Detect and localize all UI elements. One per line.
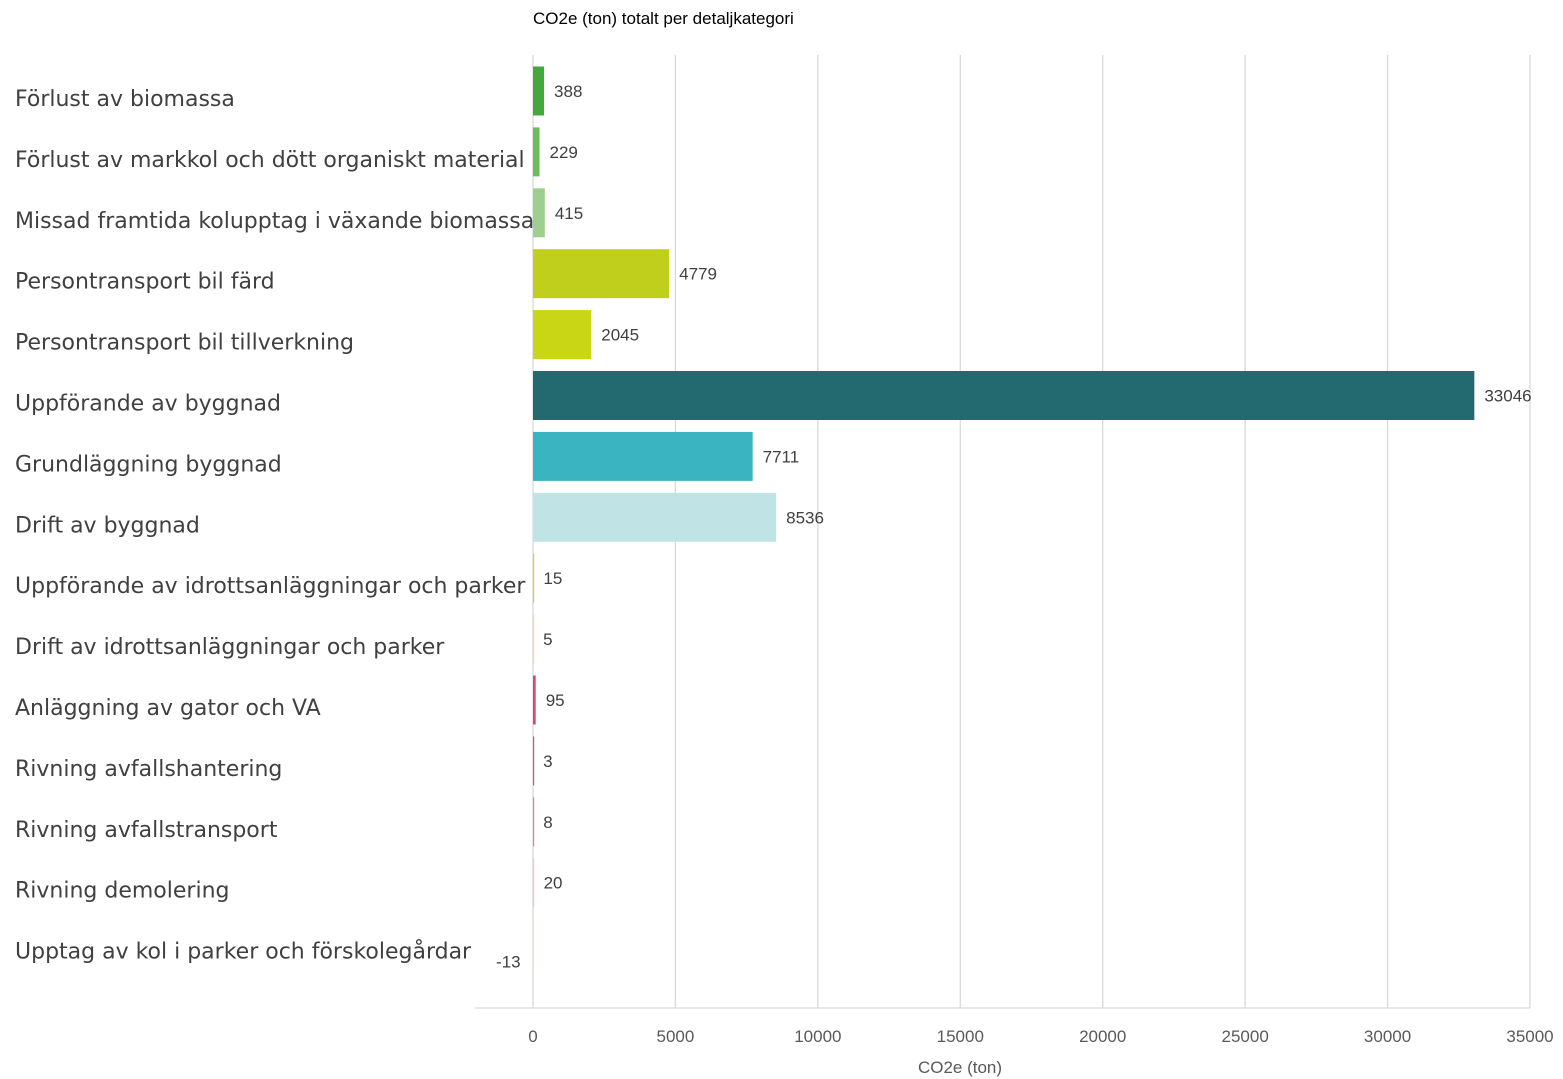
- category-label: Grundläggning byggnad: [15, 452, 282, 477]
- data-label: 8536: [786, 508, 824, 527]
- bar: [533, 797, 535, 847]
- bar: [533, 492, 777, 542]
- x-tick-label: 10000: [794, 1027, 841, 1046]
- category-label: Anläggning av gator och VA: [15, 696, 321, 721]
- category-label: Rivning demolering: [15, 879, 229, 904]
- bar: [532, 919, 534, 969]
- category-label: Rivning avfallstransport: [15, 818, 278, 843]
- data-label: 8: [543, 813, 552, 832]
- x-axis-ticks: 0 5000 10000 15000 20000 25000 30000 35000: [528, 1027, 1553, 1046]
- bars: [532, 66, 1475, 969]
- category-label: Missad framtida kolupptag i växande biom…: [15, 209, 534, 234]
- category-label: Förlust av biomassa: [15, 87, 235, 112]
- x-tick-label: 0: [528, 1027, 537, 1046]
- bar: [533, 675, 536, 725]
- category-label: Uppförande av idrottsanläggningar och pa…: [15, 574, 526, 599]
- bar: [533, 736, 535, 786]
- data-label: 3: [543, 752, 552, 771]
- category-label: Persontransport bil tillverkning: [15, 331, 354, 356]
- x-tick-label: 35000: [1506, 1027, 1553, 1046]
- data-label: 5: [543, 630, 552, 649]
- data-label: 95: [546, 691, 565, 710]
- category-label: Persontransport bil färd: [15, 270, 275, 295]
- data-label: 388: [554, 82, 582, 101]
- category-label: Förlust av markkol och dött organiskt ma…: [15, 148, 525, 173]
- category-label: Uppförande av byggnad: [15, 392, 281, 417]
- chart-title: CO2e (ton) totalt per detaljkategori: [533, 9, 794, 28]
- bar: [533, 431, 753, 481]
- data-label: 415: [555, 204, 583, 223]
- data-label: 33046: [1484, 387, 1531, 406]
- bar: [533, 371, 1475, 420]
- x-tick-label: 20000: [1079, 1027, 1126, 1046]
- bar: [533, 66, 545, 116]
- bar: [533, 858, 535, 908]
- category-label: Drift av byggnad: [15, 513, 200, 538]
- gridlines: [475, 55, 1531, 1009]
- x-tick-label: 5000: [657, 1027, 695, 1046]
- data-label: 20: [544, 874, 563, 893]
- category-label: Rivning avfallshantering: [15, 757, 282, 782]
- x-tick-label: 15000: [937, 1027, 984, 1046]
- data-label: 15: [543, 569, 562, 588]
- data-label: -13: [496, 953, 521, 972]
- bar: [533, 249, 670, 299]
- category-labels: Förlust av biomassa Förlust av markkol oc…: [15, 87, 534, 965]
- x-tick-label: 25000: [1222, 1027, 1269, 1046]
- bar: [533, 127, 540, 177]
- category-label: Drift av idrottsanläggningar och parker: [15, 635, 445, 660]
- category-label: Upptag av kol i parker och förskolegårda…: [15, 939, 472, 965]
- bar: [533, 614, 535, 664]
- x-tick-label: 30000: [1364, 1027, 1411, 1046]
- data-label: 7711: [763, 447, 800, 466]
- data-labels: 388 229 415 4779 2045 33046 7711 8536 15 5 95 3 8 20 -…: [496, 82, 1532, 972]
- bar: [533, 310, 592, 360]
- x-axis-title: CO2e (ton): [918, 1058, 1002, 1077]
- bar: [533, 553, 535, 603]
- data-label: 229: [550, 143, 578, 162]
- bar: [533, 188, 545, 238]
- data-label: 2045: [601, 326, 639, 345]
- data-label: 4779: [679, 265, 717, 284]
